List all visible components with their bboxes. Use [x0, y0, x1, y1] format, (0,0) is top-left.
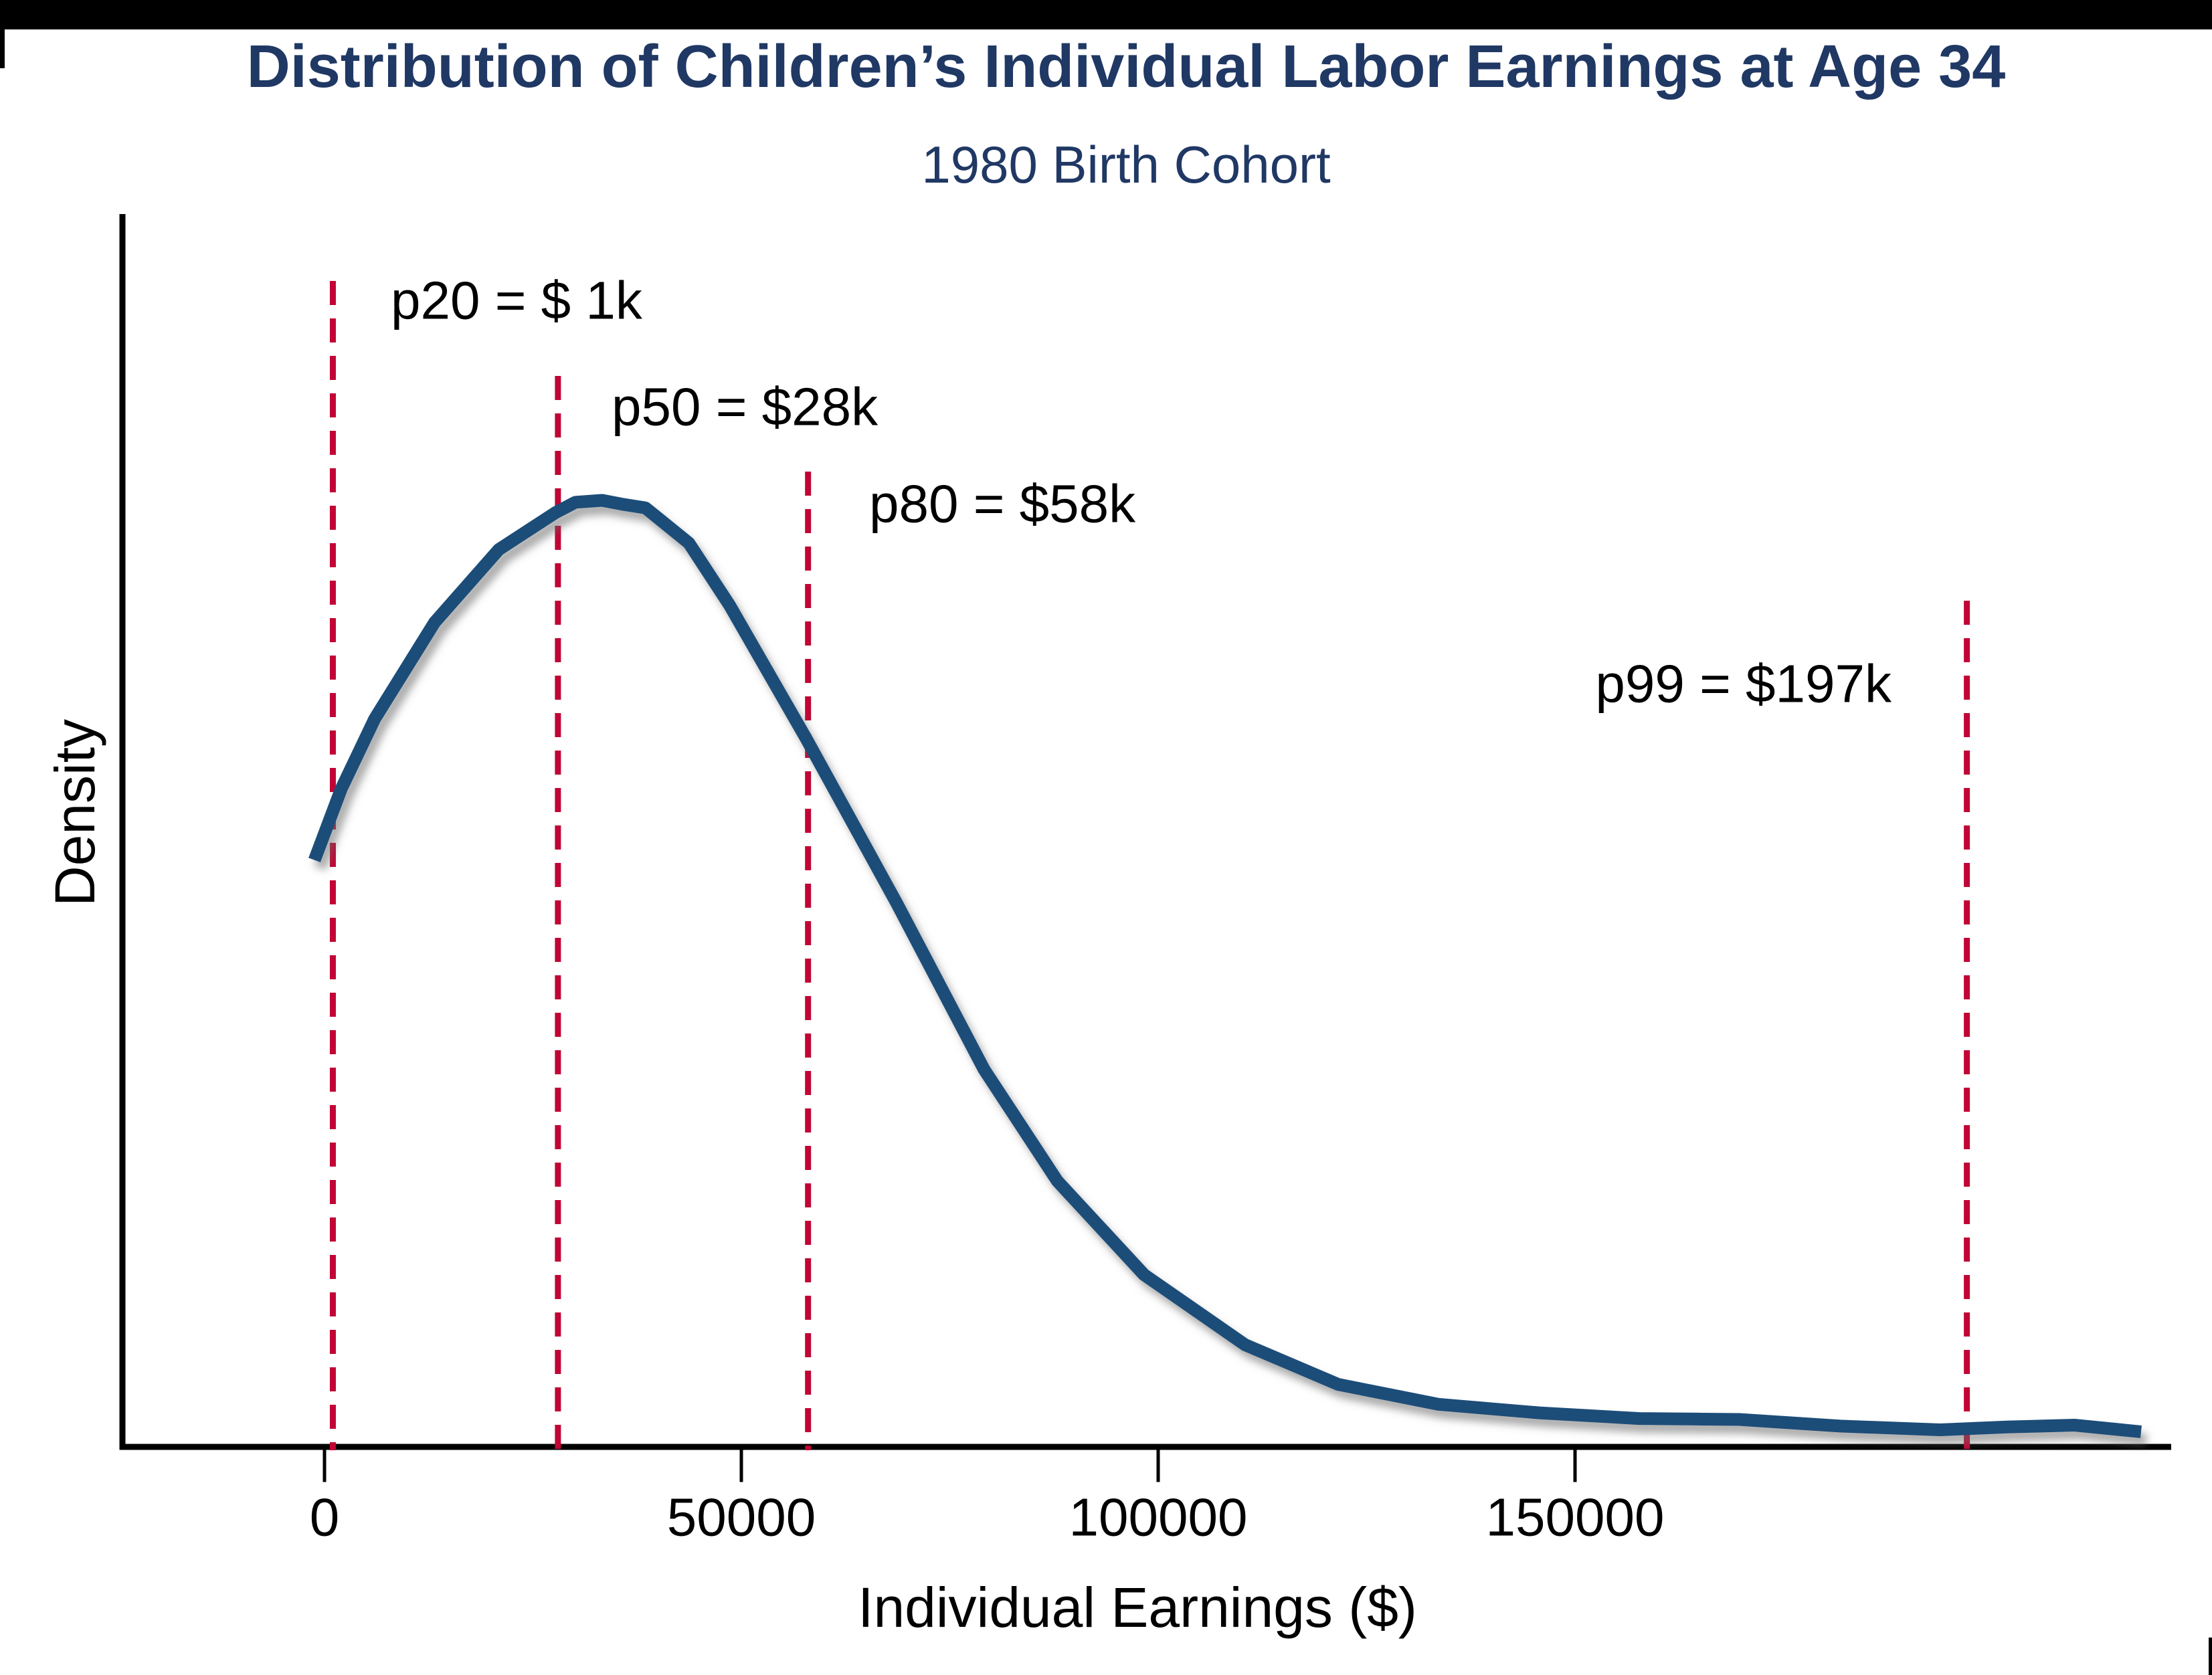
percentile-label-p50: p50 = $28k	[612, 377, 879, 437]
screen-artifact-top-bar	[0, 0, 2212, 29]
percentile-label-p20: p20 = $ 1k	[391, 271, 643, 330]
x-axis-title: Individual Earnings ($)	[858, 1576, 1417, 1639]
screen-artifact-bottom-right-notch	[2209, 1638, 2212, 1675]
y-axis-title: Density	[43, 719, 106, 906]
x-tick-label-150000: 150000	[1486, 1488, 1665, 1547]
x-tick-label-50000: 50000	[667, 1488, 816, 1547]
percentile-label-p99: p99 = $197k	[1595, 654, 1892, 714]
x-tick-label-100000: 100000	[1069, 1488, 1248, 1547]
x-tick-label-0: 0	[310, 1488, 340, 1547]
percentile-label-p80: p80 = $58k	[869, 474, 1136, 534]
density-curve	[308, 494, 2142, 1438]
screen-artifact-left-notch	[0, 29, 5, 68]
